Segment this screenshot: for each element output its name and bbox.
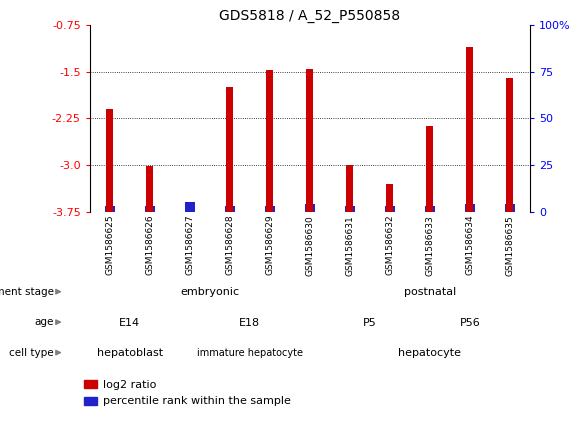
Bar <box>306 69 313 212</box>
Text: GSM1586631: GSM1586631 <box>345 215 354 275</box>
Text: percentile rank within the sample: percentile rank within the sample <box>103 396 291 406</box>
Bar <box>386 184 393 212</box>
Text: cell type: cell type <box>9 348 54 357</box>
Text: E14: E14 <box>119 318 140 328</box>
Text: GSM1586629: GSM1586629 <box>265 215 274 275</box>
Text: GSM1586632: GSM1586632 <box>385 215 394 275</box>
Text: P56: P56 <box>459 318 480 328</box>
Text: GSM1586626: GSM1586626 <box>145 215 154 275</box>
Bar <box>225 206 235 212</box>
Text: GSM1586633: GSM1586633 <box>426 215 434 275</box>
Text: hepatoblast: hepatoblast <box>97 348 163 358</box>
Text: development stage: development stage <box>0 287 54 297</box>
Text: postnatal: postnatal <box>404 287 456 297</box>
Bar <box>465 204 475 212</box>
Title: GDS5818 / A_52_P550858: GDS5818 / A_52_P550858 <box>219 9 400 23</box>
Bar <box>505 204 515 212</box>
Bar <box>85 380 97 388</box>
Bar <box>105 206 115 212</box>
Text: embryonic: embryonic <box>180 287 239 297</box>
Bar <box>346 165 353 212</box>
Text: GSM1586635: GSM1586635 <box>505 215 514 275</box>
Bar <box>466 47 474 212</box>
Bar <box>426 126 433 212</box>
Bar <box>85 397 97 405</box>
Bar <box>506 78 514 212</box>
Text: GSM1586628: GSM1586628 <box>225 215 234 275</box>
Text: hepatocyte: hepatocyte <box>398 348 461 358</box>
Bar <box>266 70 273 212</box>
Bar <box>146 166 153 212</box>
Text: GSM1586627: GSM1586627 <box>185 215 194 275</box>
Bar <box>106 109 113 212</box>
Bar <box>425 206 435 212</box>
Text: P5: P5 <box>363 318 377 328</box>
Text: log2 ratio: log2 ratio <box>103 379 156 390</box>
Bar <box>305 204 315 212</box>
Bar <box>185 202 195 212</box>
Text: GSM1586634: GSM1586634 <box>466 215 474 275</box>
Text: GSM1586625: GSM1586625 <box>105 215 114 275</box>
Text: age: age <box>35 317 54 327</box>
Bar <box>145 206 155 212</box>
Bar <box>384 206 395 212</box>
Text: GSM1586630: GSM1586630 <box>305 215 314 275</box>
Bar <box>265 206 275 212</box>
Text: immature hepatocyte: immature hepatocyte <box>197 348 303 358</box>
Bar <box>226 88 233 212</box>
Text: E18: E18 <box>239 318 261 328</box>
Bar <box>345 206 355 212</box>
